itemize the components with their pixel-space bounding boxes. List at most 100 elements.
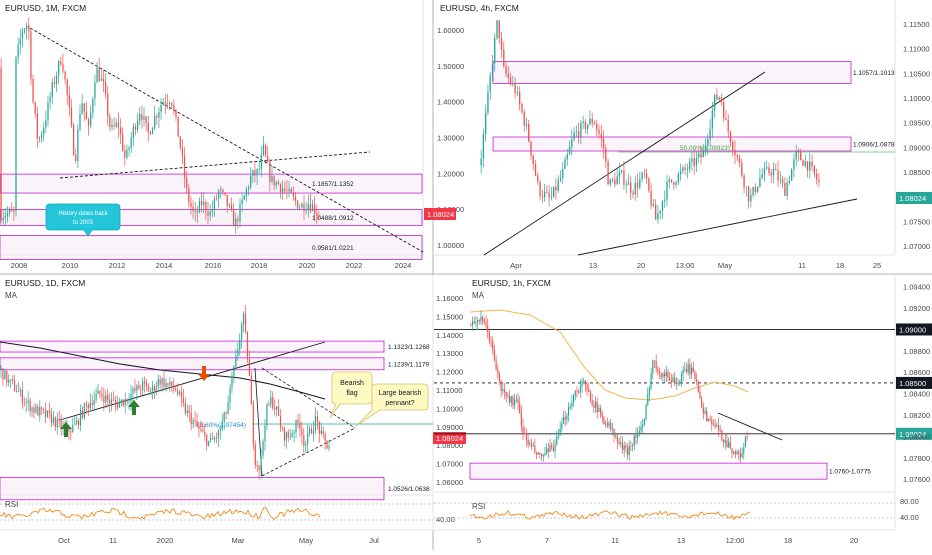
candle-body <box>746 436 748 438</box>
candle-body <box>759 177 761 187</box>
daily-zone <box>0 477 385 501</box>
candle-body <box>579 386 581 393</box>
candle-body <box>662 373 664 378</box>
candle-body <box>64 71 66 80</box>
candle-body <box>517 399 519 404</box>
candle-body <box>105 395 107 403</box>
candle-body <box>638 430 640 434</box>
candle-body <box>507 395 509 397</box>
candle-body <box>239 204 241 222</box>
candle-body <box>722 439 725 443</box>
candle-body <box>713 94 716 111</box>
candle-body <box>695 157 698 166</box>
daily-up-arrow-2 <box>128 400 140 415</box>
candle-body <box>305 209 307 211</box>
candle-body <box>684 369 686 371</box>
candle-body <box>630 445 632 447</box>
daily-y-tick: 1.06000 <box>436 478 463 487</box>
daily-zone <box>0 340 385 353</box>
candle-body <box>98 67 100 81</box>
candle-body <box>103 396 105 403</box>
candle-body <box>205 201 207 212</box>
h4-price-tag: 1.08024 <box>896 192 932 204</box>
candle-body <box>484 112 487 134</box>
monthly-callout-line1: History dates back <box>58 211 108 217</box>
candle-body <box>51 82 53 97</box>
candle-body <box>632 192 634 195</box>
candle-body <box>254 170 256 176</box>
daily-callout-bearish-flag-line1: Bearish <box>340 380 364 387</box>
candle-body <box>6 213 9 216</box>
h1-x-tick: 11 <box>611 536 619 545</box>
candle-body <box>763 168 766 175</box>
candle-body <box>745 186 748 188</box>
candle-body <box>650 191 652 206</box>
candle-body <box>577 131 580 137</box>
candle-body <box>665 371 667 377</box>
candle-body <box>525 123 528 126</box>
candle-body <box>630 182 632 193</box>
monthly-zone <box>0 173 423 194</box>
candle-body <box>68 95 70 108</box>
candle-body <box>235 355 237 367</box>
candle-body <box>541 195 544 197</box>
monthly-zone-label: 1.1857/1.1352 <box>312 181 354 188</box>
daily-y-tick: 1.10000 <box>436 404 463 413</box>
candle-body <box>229 387 231 403</box>
candle-body <box>625 445 627 449</box>
candle-body <box>704 410 706 414</box>
candle-body <box>180 391 183 398</box>
candle-body <box>186 177 188 189</box>
candle-body <box>79 113 81 130</box>
candle-body <box>90 112 92 126</box>
candle-body <box>194 420 196 422</box>
candle-body <box>523 112 525 126</box>
candle-body <box>510 396 512 403</box>
candle-body <box>284 188 286 191</box>
candle-body <box>546 448 548 454</box>
candle-body <box>203 201 205 206</box>
candle-body <box>677 173 680 183</box>
candle-body <box>100 78 102 81</box>
candle-body <box>770 173 772 176</box>
candle-body <box>777 170 779 181</box>
candle-body <box>145 383 148 387</box>
h4-x-tick: 25 <box>873 261 881 270</box>
candle-body <box>485 322 487 326</box>
candle-body <box>132 388 134 394</box>
candle-body <box>43 409 45 411</box>
daily-zone <box>0 357 385 371</box>
candle-body <box>316 416 318 422</box>
monthly-x-tick: 2016 <box>205 261 222 270</box>
candle-body <box>470 324 472 325</box>
candle-body <box>198 201 201 213</box>
candle-body <box>566 415 568 420</box>
candle-body <box>213 438 216 440</box>
candle-body <box>580 123 582 137</box>
h1-y-tick: 1.08800 <box>903 347 930 356</box>
candle-body <box>618 172 621 177</box>
monthly-time-axis: 2008 2010 2012 2014 2016 2018 2020 2022 2024 <box>11 261 412 270</box>
candle-body <box>482 133 485 159</box>
candle-body <box>586 124 589 129</box>
candle-body <box>128 401 130 403</box>
candle-body <box>299 422 301 430</box>
candle-body <box>109 116 111 128</box>
monthly-price-tag: 1.08024 <box>424 208 456 220</box>
candle-body <box>550 196 553 198</box>
h4-y-tick: 1.11500 <box>903 20 930 29</box>
candle-body <box>318 215 320 217</box>
daily-callout-pennant-line1: Large bearish <box>379 390 422 397</box>
candle-body <box>664 373 666 377</box>
candle-body <box>711 110 714 129</box>
candle-body <box>296 200 299 209</box>
h1-x-tick: 12:00 <box>726 536 745 545</box>
candle-body <box>190 412 192 424</box>
daily-ma-label: MA <box>5 291 18 300</box>
candle-body <box>182 397 185 403</box>
panel-monthly: 1.1857/1.13521.0488/1.09120.9581/1.0221 … <box>0 0 464 273</box>
candle-body <box>89 402 91 409</box>
candle-body <box>666 181 668 200</box>
candle-body <box>60 420 62 430</box>
daily-price-tag: 1.08024 <box>433 432 466 444</box>
